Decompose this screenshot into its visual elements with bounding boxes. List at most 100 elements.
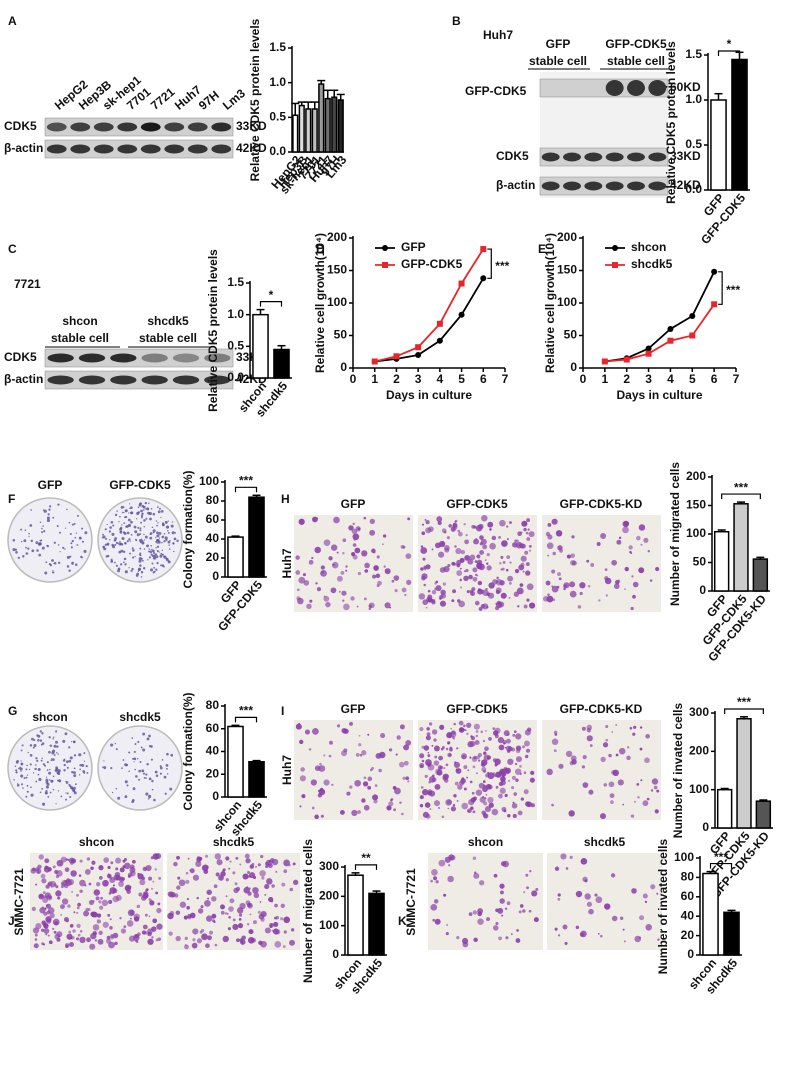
cell: [274, 941, 282, 948]
cell: [427, 751, 430, 754]
cell: [69, 924, 74, 928]
colony: [152, 571, 155, 574]
cell: [340, 570, 345, 575]
colony: [148, 777, 152, 781]
cell: [95, 896, 100, 901]
cell: [443, 531, 447, 534]
colony: [120, 549, 124, 553]
cell: [487, 521, 494, 528]
image-label: shcon: [32, 710, 67, 724]
cell: [433, 745, 440, 752]
cell: [212, 916, 215, 919]
bar: [324, 97, 331, 153]
colony: [85, 765, 88, 768]
cell: [222, 935, 229, 943]
colony: [149, 517, 152, 521]
colony: [137, 740, 140, 744]
y-axis-label: Number of invated cells: [656, 838, 670, 974]
cell: [605, 724, 609, 729]
cell: [259, 870, 266, 877]
y-tick-label: 60: [681, 889, 695, 903]
cell: [496, 580, 499, 583]
colony: [53, 541, 56, 544]
cell: [425, 564, 431, 570]
cell: [478, 759, 481, 762]
cell: [143, 891, 146, 895]
cell: [546, 542, 554, 550]
y-tick-label: 100: [319, 918, 339, 932]
cell: [186, 898, 189, 901]
x-tick-label: 3: [415, 372, 422, 386]
cell: [216, 859, 223, 866]
y-tick-label: 0.0: [269, 144, 286, 158]
cell: [570, 553, 576, 559]
colony: [149, 536, 153, 540]
cell: [192, 938, 196, 942]
cell: [438, 551, 445, 558]
cell: [232, 923, 239, 931]
cell: [473, 538, 479, 545]
colony: [151, 554, 155, 558]
colony: [142, 748, 146, 752]
cell: [646, 797, 650, 801]
cell: [481, 514, 488, 522]
colony: [42, 763, 45, 766]
cell: [310, 779, 317, 786]
cell: [571, 535, 575, 539]
colony: [165, 525, 170, 529]
cell: [562, 924, 568, 930]
row-label: GFP-CDK5: [465, 84, 527, 98]
x-tick-label: 4: [667, 372, 674, 386]
colony: [158, 507, 161, 510]
cell: [259, 901, 262, 903]
cell: [368, 607, 371, 611]
cell: [71, 936, 75, 940]
colony: [156, 531, 159, 535]
cell: [499, 519, 506, 527]
cell: [499, 774, 502, 777]
significance-bracket: [718, 271, 723, 305]
cell: [526, 518, 531, 523]
cell: [586, 728, 592, 733]
cell: [142, 866, 147, 872]
colony: [121, 536, 125, 541]
colony: [41, 546, 45, 550]
colony: [103, 766, 107, 770]
colony: [124, 563, 127, 566]
cell: [580, 930, 587, 938]
cell: [483, 751, 487, 755]
colony: [159, 554, 163, 558]
cell: [498, 535, 502, 539]
cell: [649, 579, 653, 582]
y-tick-label: 0: [340, 360, 347, 374]
bar: [347, 874, 364, 956]
cell: [361, 550, 368, 557]
cell: [463, 728, 466, 731]
colony: [52, 775, 55, 778]
colony: [128, 770, 130, 773]
colony: [170, 524, 174, 528]
cell: [547, 593, 550, 597]
colony: [65, 792, 67, 794]
cell: [224, 912, 228, 915]
bar: [248, 760, 265, 798]
cell: [459, 727, 464, 731]
cell: [511, 803, 518, 809]
bar: [723, 911, 740, 956]
cell: [76, 893, 79, 897]
colony: [46, 518, 50, 522]
colony: [148, 745, 152, 748]
cell: [367, 776, 373, 782]
colony: [56, 525, 59, 527]
cell: [345, 565, 348, 568]
significance: **: [361, 851, 371, 865]
colony: [130, 569, 133, 572]
colony: [139, 533, 142, 535]
cell: [173, 861, 178, 867]
colony: [39, 521, 42, 524]
colony: [44, 571, 48, 575]
cell: [393, 808, 396, 812]
colony: [140, 557, 143, 560]
cell: [431, 589, 437, 595]
cell: [447, 875, 454, 883]
